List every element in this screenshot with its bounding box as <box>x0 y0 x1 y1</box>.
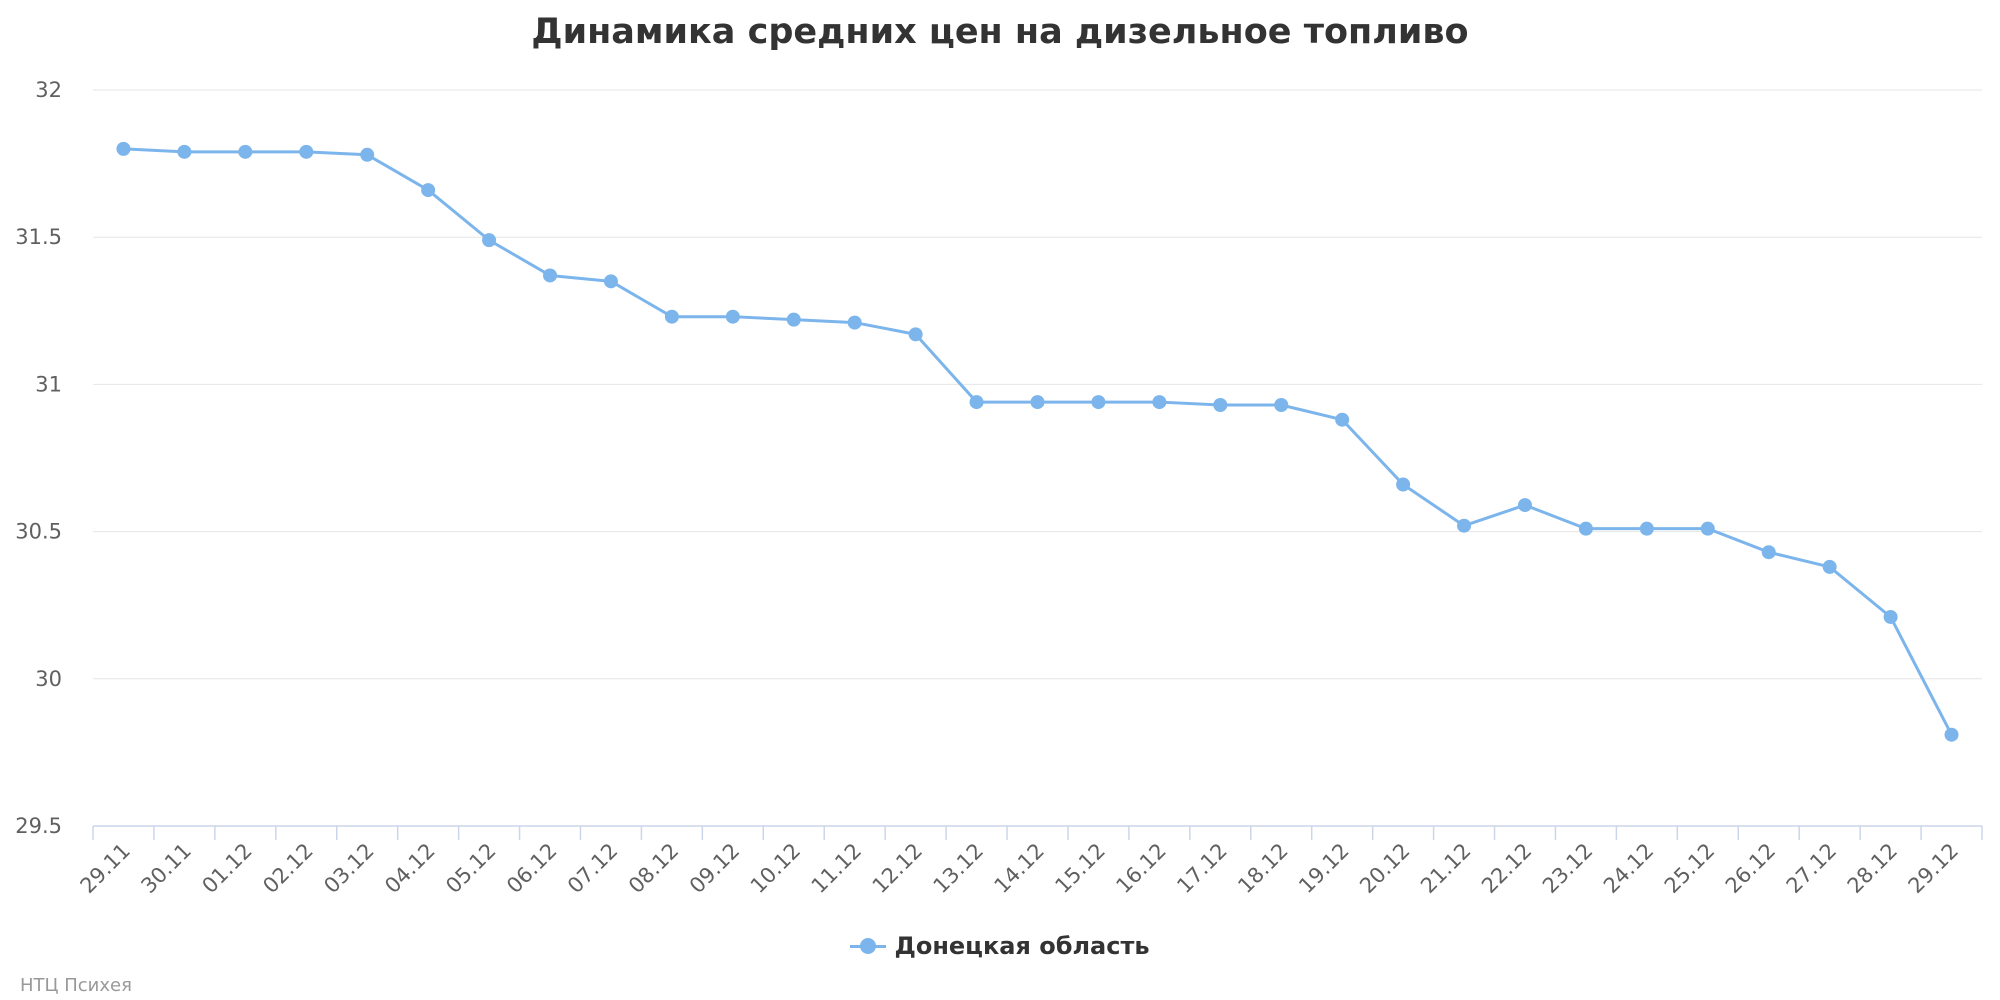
x-tick-label: 09.12 <box>685 839 744 898</box>
x-tick-label: 18.12 <box>1233 839 1292 898</box>
data-point[interactable] <box>1578 521 1593 536</box>
data-point[interactable] <box>1213 398 1228 413</box>
data-point[interactable] <box>664 309 679 324</box>
y-tick-label: 32 <box>35 78 62 102</box>
x-tick-label: 29.12 <box>1904 839 1963 898</box>
data-point[interactable] <box>1457 518 1472 533</box>
data-point[interactable] <box>543 268 558 283</box>
data-point[interactable] <box>725 309 740 324</box>
x-tick-label: 28.12 <box>1843 839 1902 898</box>
x-tick-label: 03.12 <box>319 839 378 898</box>
x-tick-label: 04.12 <box>380 839 439 898</box>
x-tick-label: 22.12 <box>1477 839 1536 898</box>
x-tick-label: 16.12 <box>1111 839 1170 898</box>
x-tick-label: 24.12 <box>1599 839 1658 898</box>
data-point[interactable] <box>482 233 497 248</box>
data-point[interactable] <box>969 395 984 410</box>
x-tick-label: 19.12 <box>1294 839 1353 898</box>
x-tick-label: 14.12 <box>990 839 1049 898</box>
x-tick-label: 06.12 <box>502 839 561 898</box>
data-point[interactable] <box>1822 559 1837 574</box>
data-point[interactable] <box>786 312 801 327</box>
x-tick-label: 08.12 <box>624 839 683 898</box>
data-point[interactable] <box>1883 609 1898 624</box>
y-tick-label: 31 <box>35 372 62 396</box>
x-tick-label: 13.12 <box>929 839 988 898</box>
legend-item[interactable]: Донецкая область <box>850 932 1150 960</box>
x-tick-label: 26.12 <box>1721 839 1780 898</box>
legend[interactable]: Донецкая область <box>0 932 2000 961</box>
x-tick-label: 15.12 <box>1050 839 1109 898</box>
x-tick-label: 29.11 <box>76 839 135 898</box>
legend-label: Донецкая область <box>894 932 1150 960</box>
data-point[interactable] <box>1517 498 1532 513</box>
data-point[interactable] <box>1030 395 1045 410</box>
data-point[interactable] <box>1152 395 1167 410</box>
data-point[interactable] <box>603 274 618 289</box>
data-point[interactable] <box>1091 395 1106 410</box>
y-tick-label: 29.5 <box>15 814 62 838</box>
x-tick-label: 12.12 <box>868 839 927 898</box>
x-tick-label: 02.12 <box>258 839 317 898</box>
x-tick-label: 07.12 <box>563 839 622 898</box>
x-tick-label: 21.12 <box>1416 839 1475 898</box>
x-tick-label: 23.12 <box>1538 839 1597 898</box>
data-point[interactable] <box>299 144 314 159</box>
data-point[interactable] <box>116 141 131 156</box>
legend-marker-icon <box>850 937 887 955</box>
data-point[interactable] <box>847 315 862 330</box>
x-tick-label: 30.11 <box>136 839 195 898</box>
x-tick-label: 27.12 <box>1782 839 1841 898</box>
data-point[interactable] <box>908 327 923 342</box>
grid-lines <box>93 89 1982 680</box>
series-layer <box>116 141 1959 742</box>
y-tick-label: 30.5 <box>15 520 62 544</box>
data-point[interactable] <box>1944 727 1959 742</box>
x-tick-label: 25.12 <box>1660 839 1719 898</box>
data-point[interactable] <box>1700 521 1715 536</box>
chart-title: Динамика средних цен на дизельное топлив… <box>531 12 1469 52</box>
data-point[interactable] <box>1274 398 1289 413</box>
data-point[interactable] <box>177 144 192 159</box>
data-point[interactable] <box>238 144 253 159</box>
data-point[interactable] <box>360 147 375 162</box>
data-point[interactable] <box>1335 412 1350 427</box>
data-point[interactable] <box>1761 545 1776 560</box>
data-point[interactable] <box>421 183 436 198</box>
y-axis-ticks: 29.5 30 30.5 31 31.5 32 <box>15 78 62 838</box>
credits[interactable]: НТЦ Психея <box>20 975 132 996</box>
x-tick-label: 11.12 <box>807 839 866 898</box>
data-point[interactable] <box>1396 477 1411 492</box>
x-tick-label: 01.12 <box>197 839 256 898</box>
y-tick-label: 30 <box>35 667 62 691</box>
x-tick-label: 17.12 <box>1172 839 1231 898</box>
x-axis: 29.11 30.11 01.12 02.12 03.12 04.12 05.12 06.12… <box>76 825 1983 898</box>
x-tick-label: 10.12 <box>746 839 805 898</box>
y-tick-label: 31.5 <box>15 225 62 249</box>
data-point[interactable] <box>1639 521 1654 536</box>
x-tick-label: 20.12 <box>1355 839 1414 898</box>
x-tick-label: 05.12 <box>441 839 500 898</box>
